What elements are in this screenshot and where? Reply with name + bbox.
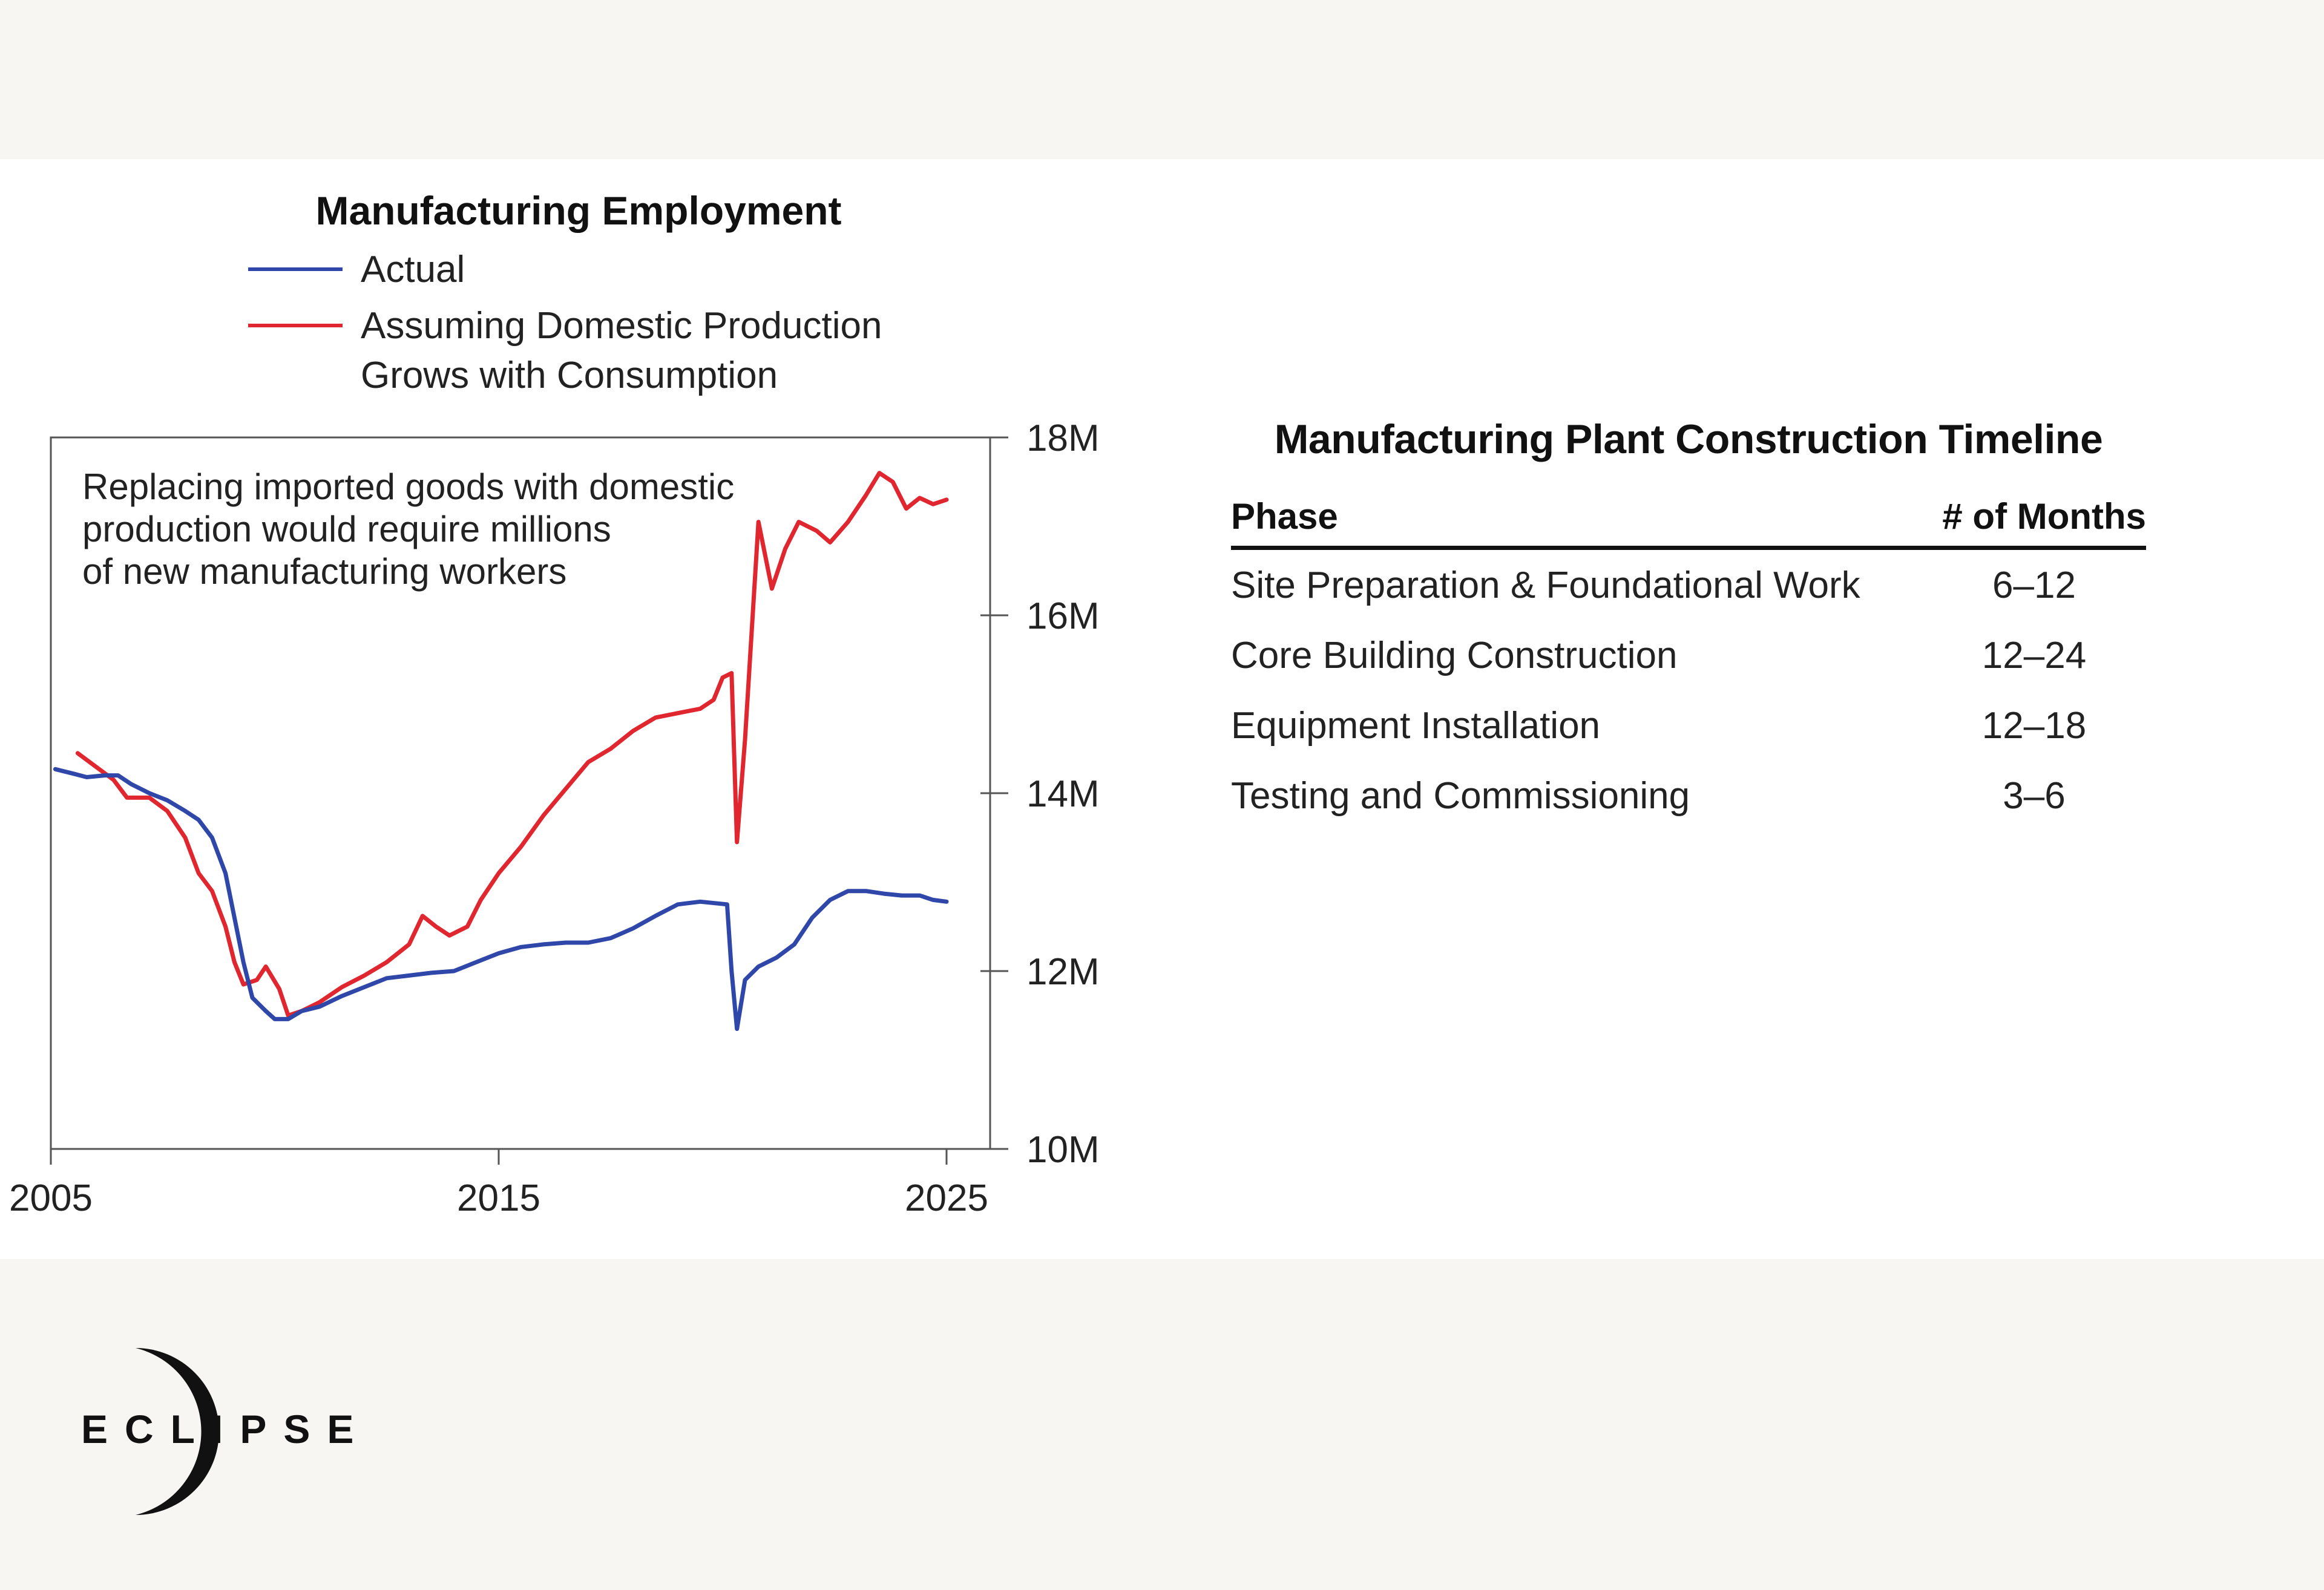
table-row: Core Building Construction 12–24 xyxy=(1231,620,2146,690)
timeline-title: Manufacturing Plant Construction Timelin… xyxy=(1274,416,2103,462)
chart-title: Manufacturing Employment xyxy=(315,188,841,233)
table-row: Equipment Installation 12–18 xyxy=(1231,690,2146,761)
content-panel: Manufacturing Employment Actual Assuming… xyxy=(0,159,2324,1259)
eclipse-crescent-icon xyxy=(136,1348,219,1515)
phase-cell: Site Preparation & Foundational Work xyxy=(1231,564,1860,606)
y-tick-label: 14M xyxy=(1026,773,1100,815)
y-tick-label: 18M xyxy=(1026,417,1100,459)
brand-wordmark: ECLIPSE xyxy=(81,1407,371,1451)
months-cell: 6–12 xyxy=(1992,564,2076,606)
annotation-line-3: of new manufacturing workers xyxy=(82,551,566,592)
phase-header: Phase xyxy=(1231,496,1922,550)
legend-label-actual: Actual xyxy=(361,249,465,290)
annotation-line-2: production would require millions xyxy=(82,509,611,549)
months-cell: 12–24 xyxy=(1981,634,2087,676)
annotation-line-1: Replacing imported goods with domestic xyxy=(82,466,734,507)
months-header: # of Months xyxy=(1922,496,2146,550)
x-axis: 2005 2015 2025 xyxy=(9,1149,988,1219)
y-axis: 10M 12M 14M 16M 18M xyxy=(980,417,1100,1171)
legend-label-domestic-line2: Grows with Consumption xyxy=(361,355,778,396)
actual-series-line xyxy=(53,767,949,1031)
x-tick-label: 2025 xyxy=(905,1177,988,1219)
manufacturing-employment-chart: Manufacturing Employment Actual Assuming… xyxy=(9,188,1100,1219)
table-row: Site Preparation & Foundational Work 6–1… xyxy=(1231,548,2146,621)
y-tick-label: 10M xyxy=(1026,1129,1100,1171)
domestic-production-series-line xyxy=(75,471,949,1018)
months-cell: 3–6 xyxy=(2003,774,2066,817)
phase-cell: Equipment Installation xyxy=(1231,704,1601,747)
months-cell: 12–18 xyxy=(1981,704,2087,747)
phase-cell: Testing and Commissioning xyxy=(1231,774,1690,817)
construction-timeline: Manufacturing Plant Construction Timelin… xyxy=(1231,416,2146,831)
timeline-table: Phase # of Months Site Preparation & Fou… xyxy=(1231,496,2146,831)
x-tick-label: 2015 xyxy=(457,1177,540,1219)
timeline-header-row: Phase # of Months xyxy=(1231,496,2146,550)
phase-cell: Core Building Construction xyxy=(1231,634,1678,676)
x-tick-label: 2005 xyxy=(9,1177,93,1219)
y-tick-label: 16M xyxy=(1026,595,1100,637)
eclipse-logo: ECLIPSE xyxy=(73,1344,375,1520)
y-tick-label: 12M xyxy=(1026,951,1100,993)
legend-label-domestic-line1: Assuming Domestic Production xyxy=(361,305,882,347)
series-layer xyxy=(53,471,949,1031)
table-row: Testing and Commissioning 3–6 xyxy=(1231,761,2146,831)
